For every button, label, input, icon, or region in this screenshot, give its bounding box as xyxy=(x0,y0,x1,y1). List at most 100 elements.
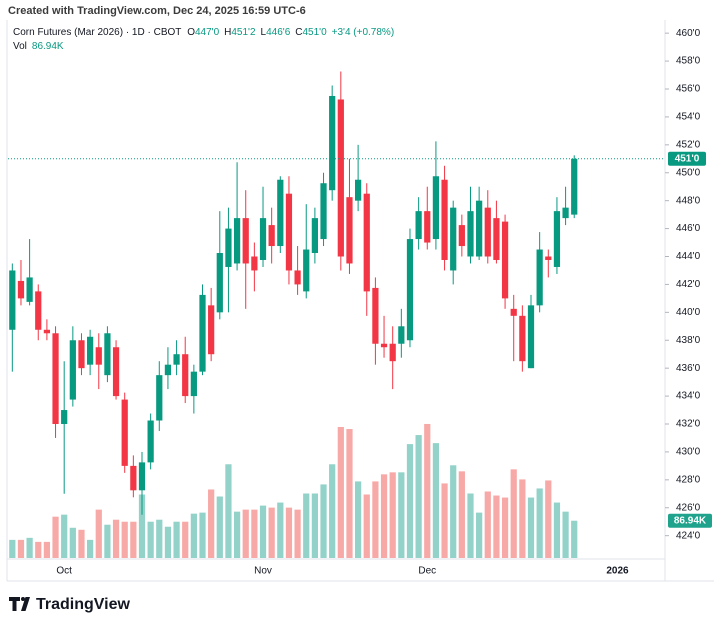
volume-bar xyxy=(372,481,379,558)
candle-body xyxy=(441,179,448,260)
volume-bar xyxy=(17,539,25,558)
candle-body xyxy=(432,176,440,240)
candle-body xyxy=(380,343,388,348)
candle-body xyxy=(104,333,111,376)
candle-body xyxy=(519,315,526,362)
volume-bar xyxy=(61,514,68,558)
candle-body xyxy=(251,256,258,271)
x-tick-label: Dec xyxy=(418,566,436,577)
ohlc-value: 451'2 xyxy=(231,27,256,38)
candle-body xyxy=(138,462,146,491)
volume-bar xyxy=(233,511,241,558)
candle-body xyxy=(346,197,353,264)
candle-body xyxy=(553,211,561,267)
y-tick-label: 458'0 xyxy=(676,56,701,67)
logo: TradingView xyxy=(9,596,131,613)
candle-body xyxy=(562,207,569,219)
y-tick-label: 448'0 xyxy=(676,195,701,206)
volume-legend: Vol 86.94K xyxy=(13,41,64,52)
symbol: Corn Futures (Mar 2026) · 1D · CBOT xyxy=(13,27,181,38)
y-tick-label: 444'0 xyxy=(676,251,701,262)
volume-bar xyxy=(476,512,483,558)
volume-bar xyxy=(467,493,474,558)
volume-bar xyxy=(501,497,509,558)
candle-body xyxy=(536,249,543,306)
candle-body xyxy=(87,336,94,365)
volume-bar xyxy=(311,493,319,558)
candle-body xyxy=(294,270,301,285)
volume-label: 86.94K xyxy=(674,515,707,526)
y-tick-label: 432'0 xyxy=(676,419,701,430)
candle-body xyxy=(415,211,422,240)
volume-bar xyxy=(380,474,388,558)
candle-body xyxy=(156,375,163,421)
volume-bar xyxy=(424,423,431,558)
volume-bar xyxy=(112,519,120,558)
volume-bar xyxy=(164,526,172,558)
candle-body xyxy=(147,420,154,463)
x-tick-label: 2026 xyxy=(606,566,629,577)
candle-body xyxy=(303,249,310,292)
volume-bar xyxy=(35,541,42,558)
volume-bar xyxy=(510,469,517,558)
candle-body xyxy=(268,225,275,247)
y-tick-label: 440'0 xyxy=(676,307,701,318)
candle-body xyxy=(225,228,232,267)
volume-bar xyxy=(43,541,51,558)
y-tick-label: 452'0 xyxy=(676,139,701,150)
volume-bar xyxy=(190,513,197,558)
volume-bar xyxy=(156,519,163,558)
volume-bar xyxy=(285,507,293,558)
volume-bar xyxy=(294,509,301,558)
candle-body xyxy=(406,239,414,341)
candle-body xyxy=(476,200,483,257)
candle-body xyxy=(242,218,249,264)
y-tick-label: 428'0 xyxy=(676,474,701,485)
candle-body xyxy=(112,347,120,397)
ohlc-key: H xyxy=(224,27,231,38)
volume-bar xyxy=(346,429,353,558)
volume-bar xyxy=(545,480,552,558)
volume-bar xyxy=(216,496,223,558)
last-price-box xyxy=(668,151,706,166)
candle-body xyxy=(329,95,336,191)
y-tick-label: 430'0 xyxy=(676,447,701,458)
ohlc-value: 447'0 xyxy=(195,27,220,38)
y-tick-label: 454'0 xyxy=(676,112,701,123)
created-note: Created with TradingView.com, Dec 24, 20… xyxy=(8,5,306,17)
candle-body xyxy=(389,343,396,362)
volume-bar xyxy=(389,472,396,558)
volume-bar xyxy=(562,511,569,558)
volume-bar xyxy=(173,521,180,558)
volume-bar xyxy=(320,484,327,558)
candle-body xyxy=(52,333,59,424)
ohlc-value: 446'6 xyxy=(266,27,291,38)
volume-bar xyxy=(208,489,215,558)
change: +3'4 (+0.78%) xyxy=(332,27,395,38)
y-tick-label: 456'0 xyxy=(676,84,701,95)
candle-body xyxy=(43,329,51,334)
volume-bars xyxy=(9,423,578,558)
candle-body xyxy=(527,305,535,369)
candle-body xyxy=(26,277,33,302)
volume-bar xyxy=(130,521,137,558)
candle-body xyxy=(484,207,491,257)
candle-body xyxy=(95,347,102,365)
volume-bar xyxy=(251,509,258,558)
volume-bar xyxy=(78,529,85,558)
x-tick-label: Nov xyxy=(254,566,272,577)
y-tick-label: 424'0 xyxy=(676,530,701,541)
candle-body xyxy=(69,340,76,400)
volume-bar xyxy=(519,479,526,558)
volume-bar xyxy=(121,521,128,558)
volume-bar xyxy=(398,472,405,558)
candle-body xyxy=(501,221,509,299)
y-tick-label: 460'0 xyxy=(676,28,701,39)
volume-bar xyxy=(329,464,336,558)
candle-body xyxy=(259,218,267,260)
vol-key: Vol xyxy=(13,41,27,52)
volume-bar xyxy=(493,495,500,558)
volume-bar xyxy=(527,497,535,558)
